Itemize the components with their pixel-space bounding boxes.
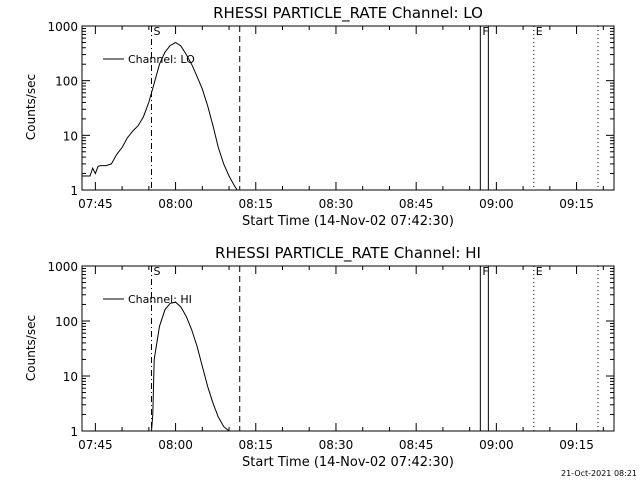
x-tick-label: 08:45 [399, 438, 434, 452]
y-tick-label: 100 [55, 75, 78, 89]
plot-frame [81, 265, 615, 432]
chart-title: RHESSI PARTICLE_RATE Channel: HI [215, 244, 481, 263]
y-tick-label: 1000 [47, 20, 78, 34]
x-tick-label: 09:00 [479, 197, 514, 211]
x-axis-label: Start Time (14-Nov-02 07:42:30) [242, 455, 454, 470]
x-tick-label: 09:00 [479, 438, 514, 452]
y-tick-label: 10 [63, 129, 78, 143]
x-tick-label: 09:15 [559, 438, 594, 452]
x-tick-label: 07:45 [78, 197, 113, 211]
x-tick-label: 08:15 [238, 438, 273, 452]
x-tick-label: 08:15 [238, 197, 273, 211]
x-tick-label: 08:30 [319, 438, 354, 452]
event-marker-label: E [536, 265, 543, 278]
x-axis-label: Start Time (14-Nov-02 07:42:30) [242, 214, 454, 229]
plot-frame [81, 25, 615, 191]
x-tick-label: 08:30 [319, 197, 354, 211]
event-marker-label: F [482, 265, 488, 278]
x-tick-label: 08:00 [158, 438, 193, 452]
x-tick-label: 09:15 [559, 197, 594, 211]
chart-lo: RHESSI PARTICLE_RATE Channel: LO Start T… [24, 4, 615, 229]
event-marker-label: S [154, 25, 161, 38]
event-marker-label: E [536, 25, 543, 38]
chart-hi: RHESSI PARTICLE_RATE Channel: HI Start T… [24, 244, 615, 470]
x-tick-label: 07:45 [78, 438, 113, 452]
y-tick-label: 1 [70, 425, 78, 439]
legend-label: Channel: LO [128, 53, 195, 66]
y-tick-label: 100 [55, 315, 78, 329]
plot-area: 07:45 08:00 08:15 08:30 08:45 09:00 09:15 1 10 10… [47, 260, 615, 452]
x-tick-label: 08:00 [158, 197, 193, 211]
y-tick-label: 1000 [47, 260, 78, 274]
series-line [151, 301, 230, 432]
chart-title: RHESSI PARTICLE_RATE Channel: LO [213, 4, 483, 23]
y-axis-label: Counts/sec [24, 315, 38, 381]
y-tick-label: 10 [63, 370, 78, 384]
plot-area: 07:45 08:00 08:15 08:30 08:45 09:00 09:15 1 10 10… [47, 20, 615, 211]
event-marker-label: S [154, 265, 161, 278]
series-line [82, 41, 238, 191]
y-tick-label: 1 [70, 184, 78, 198]
y-axis-label: Counts/sec [24, 74, 38, 140]
event-marker-label: F [482, 25, 488, 38]
legend-label: Channel: HI [128, 293, 192, 306]
timestamp-footer: 21-Oct-2021 08:21 [561, 469, 637, 478]
x-tick-label: 08:45 [399, 197, 434, 211]
